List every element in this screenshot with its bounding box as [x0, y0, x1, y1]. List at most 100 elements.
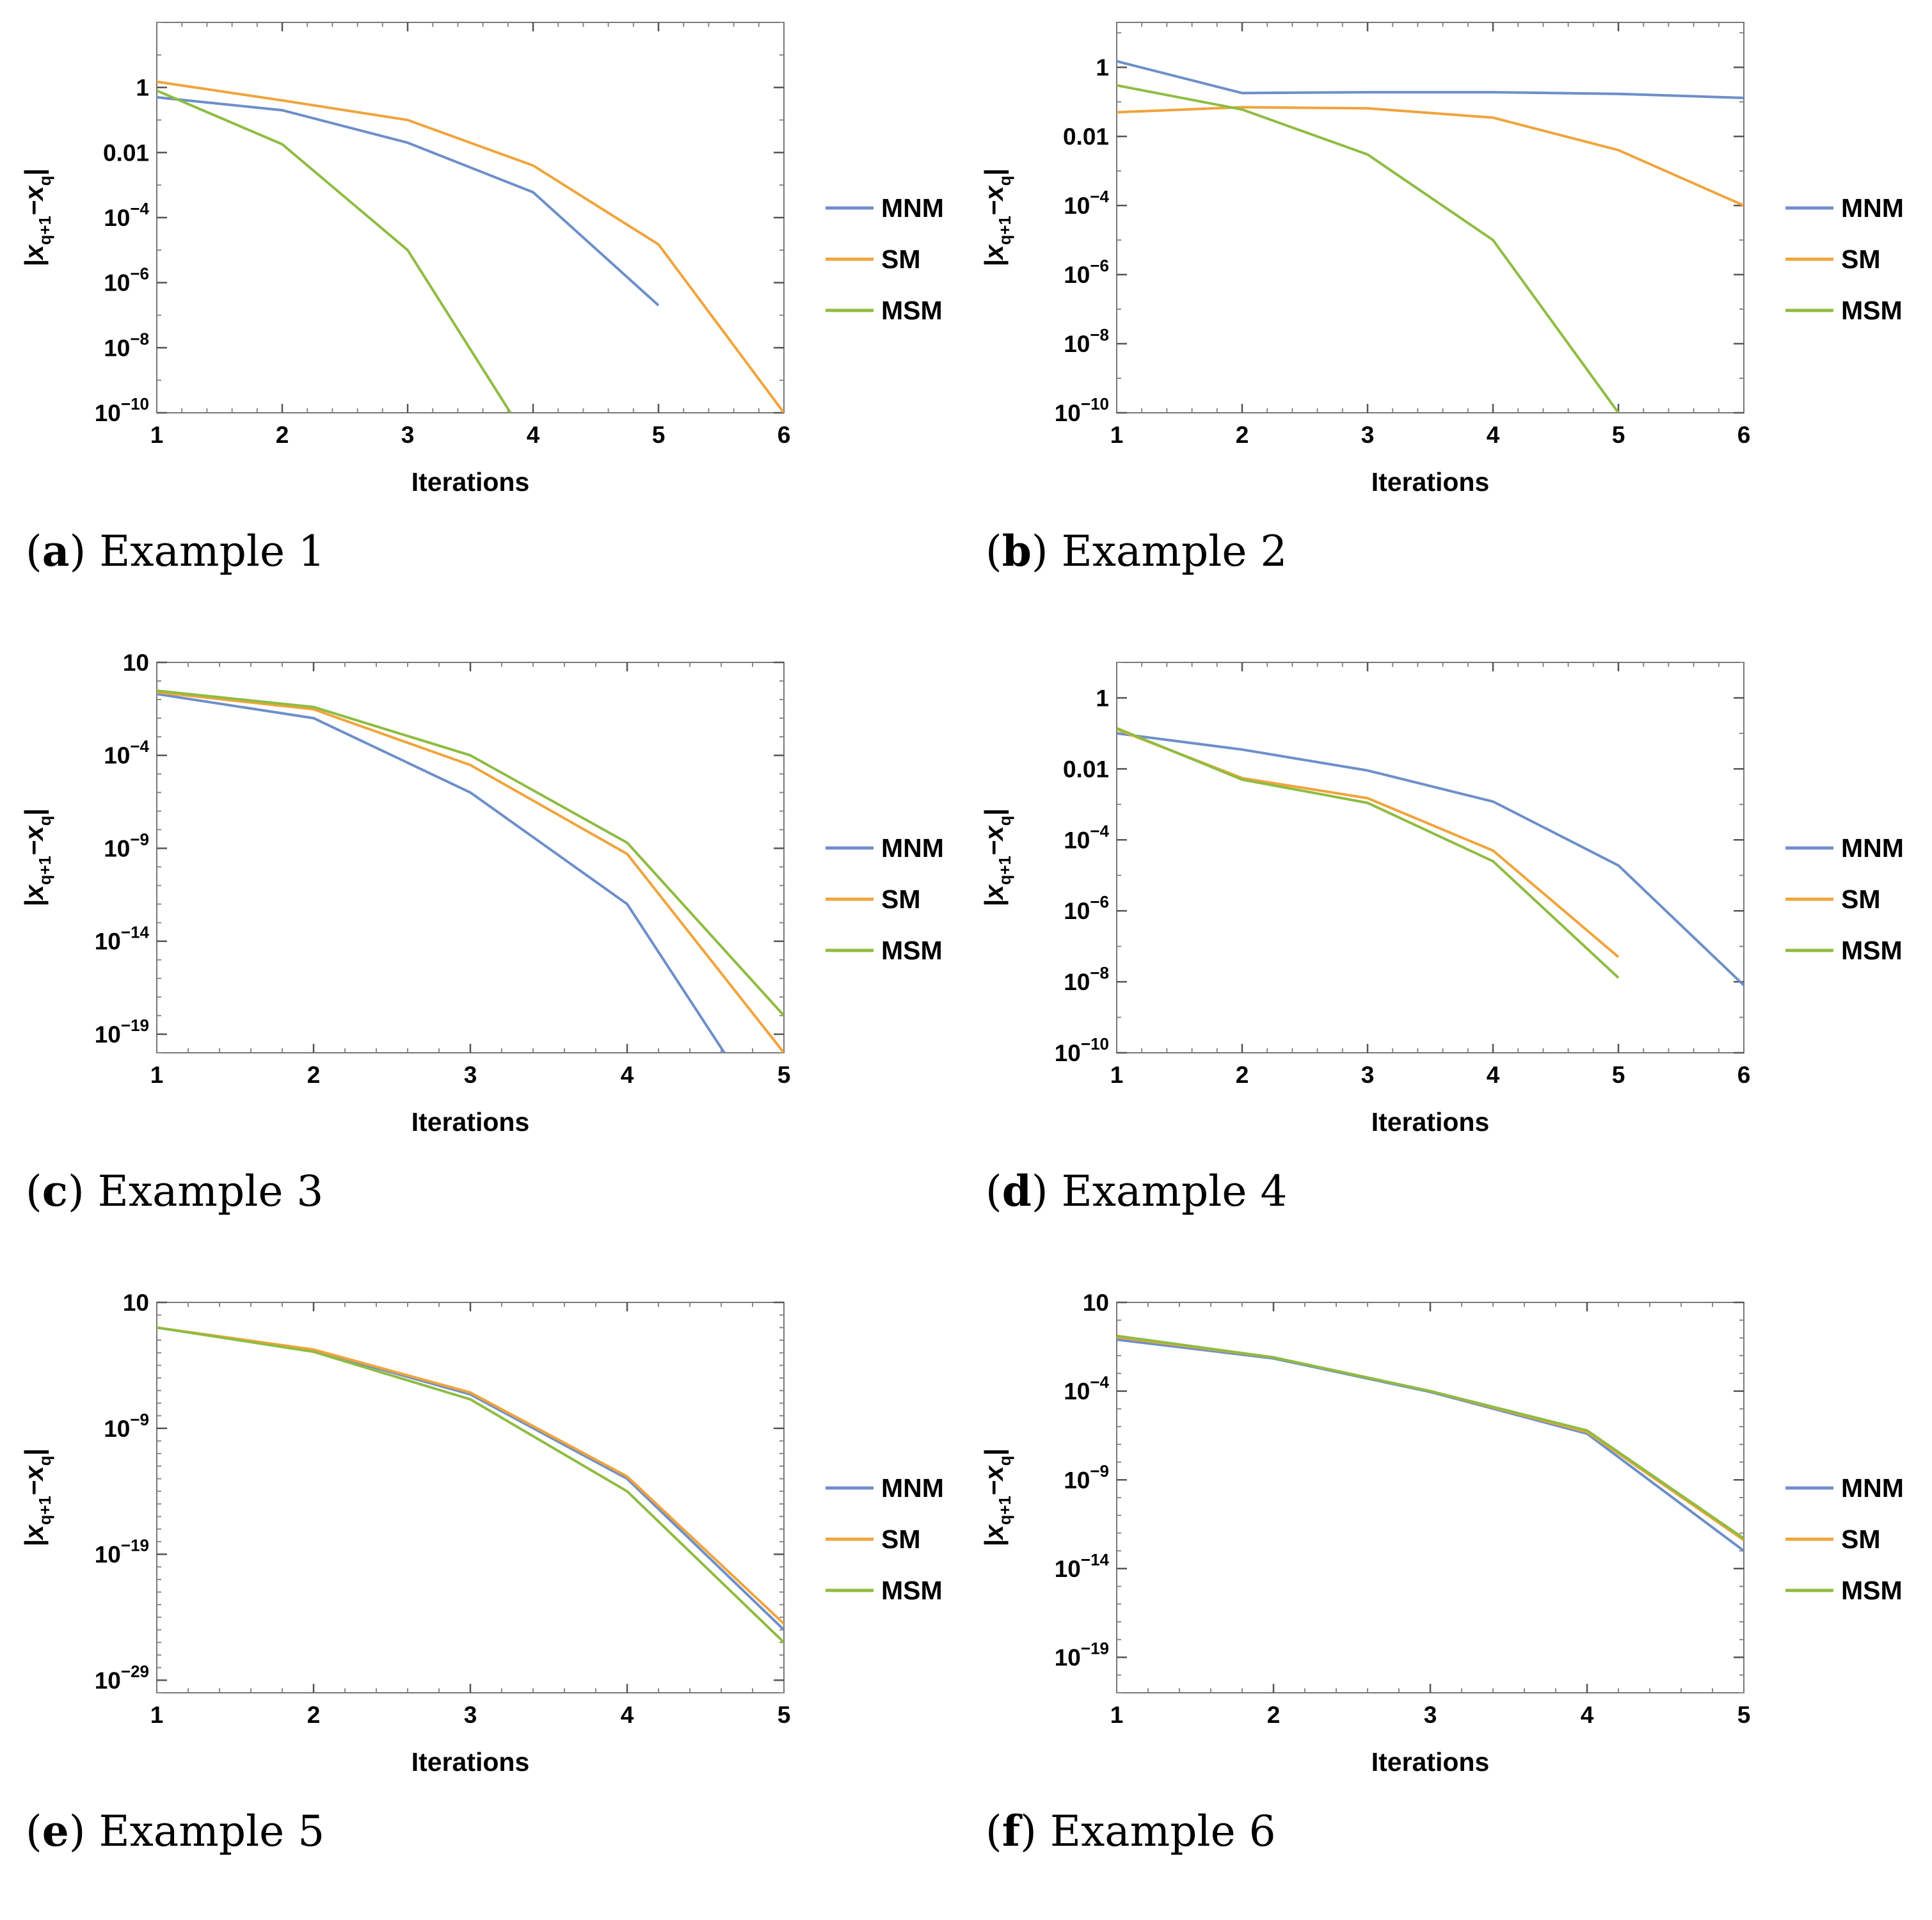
x-tick-label: 5 [778, 1062, 791, 1088]
x-tick-label: 1 [1110, 1062, 1124, 1088]
series-line-mnm [1117, 1338, 1744, 1552]
y-tick-label: 10−6 [1064, 892, 1109, 924]
y-axis-title: |xq+1−xq| [979, 168, 1014, 267]
x-tick-label: 1 [150, 422, 164, 448]
caption-a-letter: a [42, 526, 70, 576]
y-tick-label: 10−19 [1055, 1639, 1109, 1671]
chart-c: 10 10−4 10−9 10−14 10−191 2 3 4 5 Iterations |xq+1… [19, 650, 944, 1137]
series-line-msm [157, 1326, 784, 1644]
x-tick-label: 5 [778, 1702, 791, 1728]
series-line-msm [157, 689, 784, 1017]
legend-label-msm: MSM [881, 296, 943, 325]
panel-d: 1 0.01 10−4 10−6 10−8 10−10 1 2 3 4 5 6 Iterations |x… [960, 640, 1920, 1280]
x-tick-label: 4 [527, 422, 540, 448]
y-tick-label: 10−8 [1064, 963, 1109, 995]
legend-label-mnm: MNM [881, 193, 944, 223]
y-tick-label: 10−9 [104, 829, 149, 861]
y-tick-label: 1 [1096, 685, 1109, 711]
x-axis-title: Iterations [1371, 1107, 1490, 1137]
y-axis-title: |xq+1−xq| [19, 168, 54, 267]
legend-label-msm: MSM [881, 1576, 943, 1605]
series-line-sm [1117, 1336, 1744, 1542]
series-line-mnm [1117, 60, 1744, 99]
legend-label-msm: MSM [1841, 1576, 1903, 1605]
panel-e: 10 10−9 10−19 10−29 1 2 3 4 5 Iterations |xq+1−xq|… [0, 1280, 960, 1920]
y-tick-label: 0.01 [1063, 756, 1109, 782]
x-axis-title: Iterations [1371, 1747, 1490, 1777]
series-line-sm [1117, 728, 1620, 958]
legend-label-msm: MSM [1841, 296, 1903, 325]
x-tick-label: 2 [307, 1702, 321, 1728]
y-axis-title: |xq+1−xq| [979, 1448, 1014, 1547]
caption-e-text: Example 5 [99, 1807, 325, 1856]
legend-label-mnm: MNM [881, 833, 944, 863]
x-tick-label: 5 [652, 422, 666, 448]
caption-f-text: Example 6 [1050, 1807, 1276, 1856]
y-tick-label: 10−4 [1064, 821, 1109, 853]
series-group [157, 1326, 784, 1644]
x-tick-label: 2 [307, 1062, 321, 1088]
series-line-sm [157, 80, 784, 413]
legend-label-sm: SM [881, 884, 921, 914]
x-axis-title: Iterations [411, 467, 530, 497]
caption-e: (e) Example 5 [26, 1806, 325, 1856]
series-group [157, 689, 784, 1053]
plot-frame [1116, 1302, 1744, 1693]
legend-label-mnm: MNM [881, 1473, 944, 1503]
caption-a-text: Example 1 [99, 527, 325, 576]
series-group [1117, 726, 1744, 986]
y-tick-label: 10−6 [1064, 256, 1109, 288]
series-line-msm [1117, 84, 1620, 413]
plot-frame [156, 22, 785, 413]
legend-label-mnm: MNM [1841, 833, 1904, 863]
x-tick-label: 1 [150, 1062, 164, 1088]
plot-frame [1116, 22, 1744, 413]
series-line-mnm [157, 96, 660, 307]
chart-e: 10 10−9 10−19 10−291 2 3 4 5 Iterations |xq+1−xq|… [19, 1290, 944, 1777]
legend-label-sm: SM [881, 244, 921, 274]
y-tick-label: 10−8 [104, 329, 149, 361]
caption-c-letter: c [42, 1166, 68, 1216]
legend-label-sm: SM [1841, 244, 1881, 274]
y-tick-label: 10−19 [95, 1016, 149, 1048]
x-tick-label: 3 [464, 1062, 477, 1088]
y-tick-label: 1 [1096, 54, 1109, 81]
x-tick-label: 2 [1236, 1062, 1249, 1088]
legend-label-msm: MSM [881, 936, 943, 965]
legend-label-sm: SM [1841, 1524, 1881, 1554]
y-tick-label: 10−29 [95, 1661, 149, 1693]
caption-d: (d) Example 4 [986, 1166, 1288, 1216]
x-axis-title: Iterations [1371, 467, 1490, 497]
caption-d-letter: d [1002, 1166, 1032, 1216]
plot-frame [1116, 662, 1744, 1053]
legend-label-mnm: MNM [1841, 1473, 1904, 1503]
x-tick-label: 6 [1737, 1062, 1751, 1088]
x-tick-label: 2 [1267, 1702, 1281, 1728]
caption-b-letter: b [1002, 526, 1032, 576]
x-tick-label: 5 [1612, 1062, 1625, 1088]
caption-b-text: Example 2 [1061, 527, 1288, 576]
series-line-msm [1117, 726, 1620, 979]
panel-f: 10 10−4 10−9 10−14 10−19 1 2 3 4 5 Iterations |xq+1… [960, 1280, 1920, 1920]
x-tick-label: 4 [1487, 1062, 1500, 1088]
x-tick-label: 4 [1487, 422, 1500, 448]
plot-frame [156, 662, 785, 1053]
y-tick-label: 1 [136, 75, 149, 101]
y-tick-label: 10−9 [104, 1410, 149, 1442]
y-tick-label: 10 [123, 1290, 149, 1316]
panel-a: 1 0.01 10−4 10−6 10−8 10−10 1 2 3 4 5 6 Iterations |x… [0, 0, 960, 640]
y-tick-label: 10−14 [1055, 1550, 1110, 1582]
x-tick-label: 1 [1110, 422, 1124, 448]
caption-d-text: Example 4 [1061, 1167, 1288, 1216]
y-tick-label: 0.01 [103, 140, 149, 166]
series-line-sm [1117, 106, 1744, 207]
y-tick-label: 10−4 [104, 199, 149, 231]
x-axis-title: Iterations [411, 1747, 530, 1777]
x-tick-label: 1 [1110, 1702, 1124, 1728]
x-tick-label: 6 [778, 422, 791, 448]
y-tick-label: 10−8 [1064, 325, 1109, 357]
